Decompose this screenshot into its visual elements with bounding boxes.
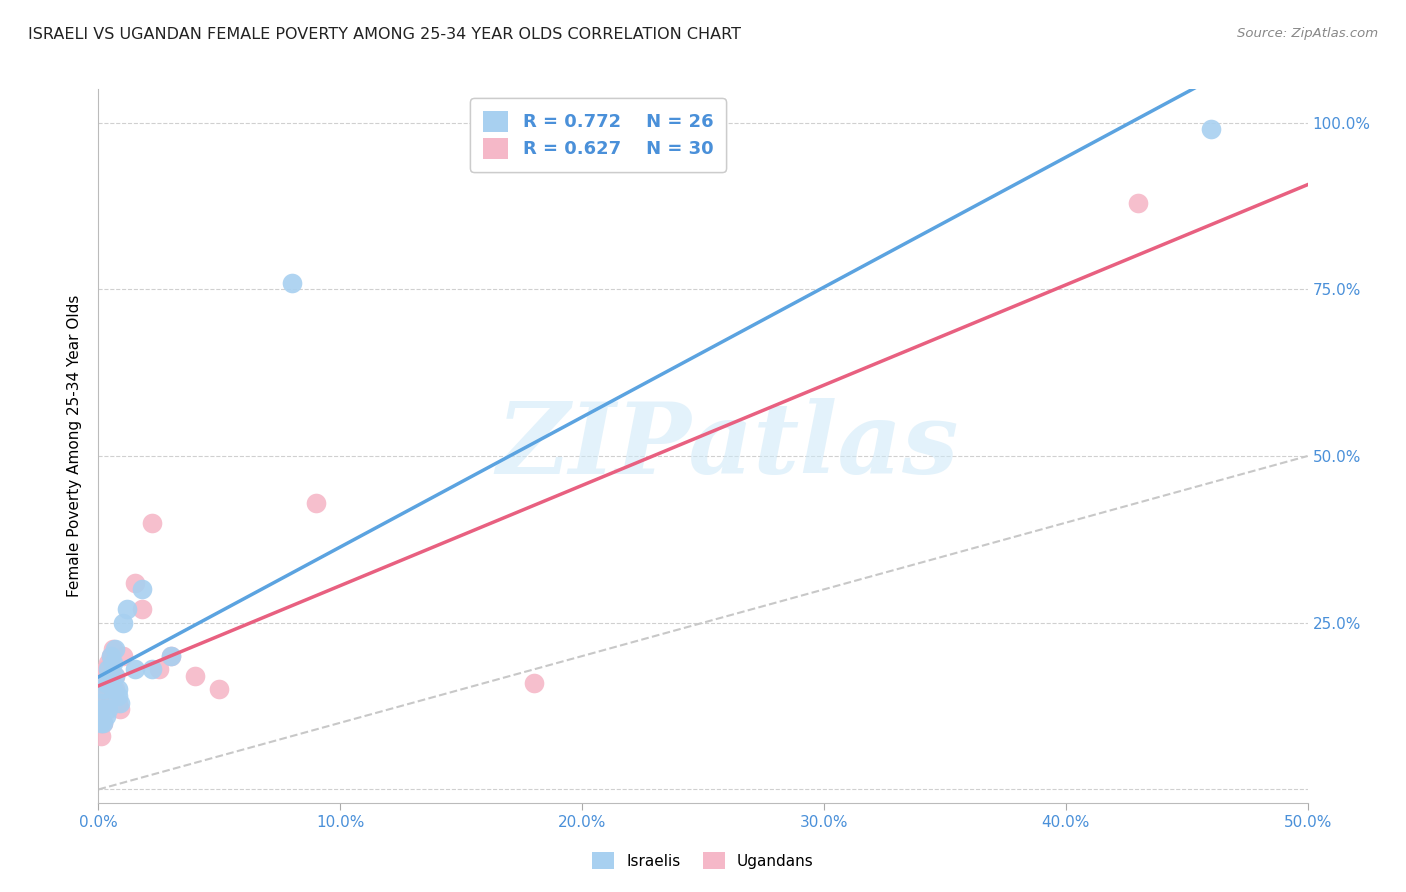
Point [94,662,117,676]
Point [94,709,117,723]
Point [91,669,114,683]
Point [107,682,129,697]
Point [160,649,183,664]
Point [131,602,153,616]
Point [91,715,114,730]
Point [100,675,122,690]
Text: ISRAELI VS UGANDAN FEMALE POVERTY AMONG 25-34 YEAR OLDS CORRELATION CHART: ISRAELI VS UGANDAN FEMALE POVERTY AMONG … [28,27,741,42]
Legend: R = 0.772    N = 26, R = 0.627    N = 30: R = 0.772 N = 26, R = 0.627 N = 30 [470,98,725,171]
Point [148,662,170,676]
Point [111,649,134,664]
Point [94,675,117,690]
Text: Source: ZipAtlas.com: Source: ZipAtlas.com [1237,27,1378,40]
Point [107,689,129,703]
Point [184,669,207,683]
Legend: Israelis, Ugandans: Israelis, Ugandans [586,846,820,875]
Point [104,669,127,683]
Point [160,649,183,664]
Point [97,662,120,676]
Point [90,715,112,730]
Point [131,582,153,597]
Point [94,689,117,703]
Text: ZIPatlas: ZIPatlas [496,398,959,494]
Point [91,682,114,697]
Point [101,642,124,657]
Point [97,696,120,710]
Point [100,649,122,664]
Point [117,602,139,616]
Point [305,496,328,510]
Point [104,669,127,683]
Point [91,696,114,710]
Point [281,276,304,290]
Point [141,516,163,530]
Point [100,669,122,683]
Point [94,675,117,690]
Point [101,656,124,670]
Point [97,702,120,716]
Point [101,682,124,697]
Point [141,662,163,676]
Point [208,682,231,697]
Point [91,715,114,730]
Point [91,702,114,716]
Point [104,642,127,657]
Point [91,682,114,697]
Point [100,649,122,664]
Point [90,715,112,730]
Point [523,675,546,690]
Point [108,702,131,716]
Point [108,696,131,710]
Point [104,682,127,697]
Point [1199,122,1222,136]
Point [97,656,120,670]
Point [1128,195,1150,210]
Point [90,702,112,716]
Point [111,615,134,630]
Point [107,696,129,710]
Point [90,696,112,710]
Point [90,729,112,743]
Point [124,575,146,590]
Point [124,662,146,676]
Y-axis label: Female Poverty Among 25-34 Year Olds: Female Poverty Among 25-34 Year Olds [67,295,83,597]
